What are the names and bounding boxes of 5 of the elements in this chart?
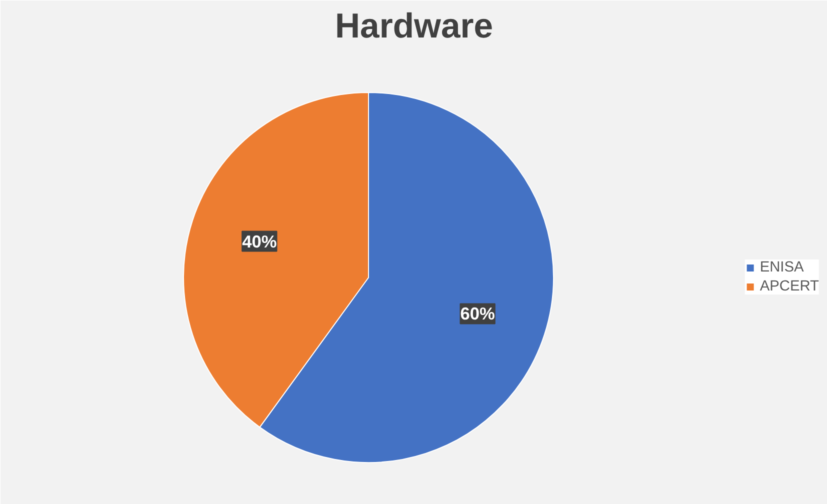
- chart-title: Hardware: [335, 8, 493, 46]
- legend-label: APCERT: [760, 278, 819, 294]
- legend-label: ENISA: [760, 260, 804, 276]
- data-label: 60%: [460, 304, 495, 324]
- data-label: 40%: [242, 231, 277, 252]
